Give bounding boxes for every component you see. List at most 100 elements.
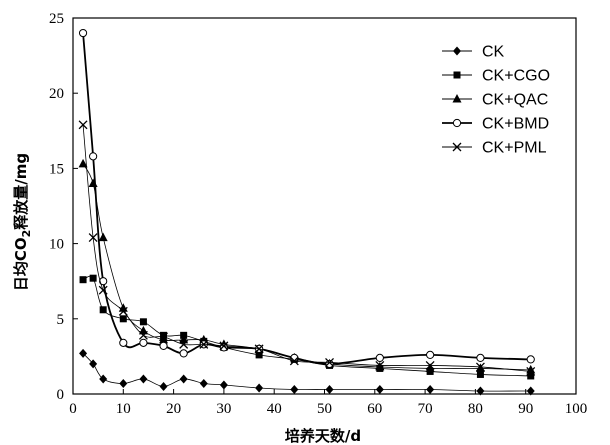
data-point-ck-cgo	[527, 372, 535, 380]
legend-label-ck-bmd: CK+BMD	[482, 116, 549, 133]
legend-label-ck: CK	[482, 44, 505, 61]
legend-marker-ck-pml	[452, 142, 462, 152]
legend-marker-ck-cgo	[453, 71, 461, 79]
legend: CK CK+CGO CK+QAC CK+BMD CK+PML	[442, 44, 550, 157]
data-point-ck-pml	[118, 306, 128, 316]
data-point-ck-pml	[88, 233, 98, 243]
data-point-ck-pml	[179, 339, 189, 349]
y-tick-label: 5	[57, 312, 65, 328]
data-point-ck	[139, 374, 148, 384]
data-point-ck	[526, 386, 535, 396]
data-point-ck-pml	[475, 362, 485, 372]
series-ck-cgo	[79, 274, 535, 380]
data-point-ck-pml	[199, 339, 209, 349]
data-point-ck-pml	[289, 356, 299, 366]
series-ck-pml	[78, 120, 536, 376]
x-tick-label: 60	[367, 401, 382, 417]
data-point-ck-pml	[526, 366, 536, 376]
data-point-ck	[199, 378, 208, 388]
data-point-ck-pml	[219, 341, 229, 351]
data-point-ck-qac	[78, 158, 88, 168]
data-point-ck-bmd	[325, 359, 334, 369]
x-tick-label: 20	[166, 401, 181, 417]
legend-item-ck-cgo: CK+CGO	[442, 68, 550, 85]
y-tick-label: 0	[57, 387, 65, 403]
data-point-ck	[159, 381, 168, 391]
legend-label-ck-qac: CK+QAC	[482, 92, 548, 109]
series-line-ck-qac	[82, 163, 531, 371]
data-point-ck-bmd	[159, 341, 168, 350]
data-point-ck-bmd	[426, 350, 435, 359]
legend-label-ck-pml: CK+PML	[482, 140, 547, 157]
data-point-ck-pml	[159, 332, 168, 342]
y-axis-title-unit: 释放量/mg	[12, 153, 30, 230]
data-point-ck	[79, 348, 88, 358]
legend-marker-ck-qac	[452, 94, 462, 103]
x-axis-title: 培养天数/d	[285, 427, 361, 445]
data-point-ck-bmd	[476, 353, 485, 363]
data-point-ck	[325, 384, 334, 394]
x-tick-label: 70	[418, 401, 433, 417]
data-point-ck-bmd	[179, 349, 188, 358]
x-tick-label: 50	[317, 401, 332, 417]
series-line-ck-bmd	[82, 32, 531, 365]
data-point-ck	[219, 380, 228, 390]
data-point-ck-qac	[88, 178, 98, 187]
data-point-ck	[476, 386, 485, 396]
y-tick-label: 10	[49, 237, 64, 253]
x-axis: 0 10 20 30 40 50 60 70 80 90 100	[69, 389, 587, 417]
y-axis: 0 5 10 15 20 25	[49, 11, 78, 403]
data-point-ck	[426, 384, 435, 394]
legend-label-ck-cgo: CK+CGO	[482, 68, 550, 85]
y-tick-label: 25	[49, 11, 64, 27]
legend-marker-ck	[453, 46, 461, 56]
data-point-ck	[179, 374, 188, 384]
data-point-ck	[89, 359, 98, 369]
data-point-ck-cgo	[89, 274, 97, 282]
data-point-ck-pml	[254, 344, 264, 354]
data-point-ck	[119, 378, 128, 388]
data-point-ck-bmd	[99, 277, 108, 286]
data-point-ck-pml	[78, 120, 88, 130]
y-axis-title-subscript: 2	[20, 230, 33, 238]
legend-item-ck: CK	[442, 44, 505, 61]
series-line-ck	[82, 353, 531, 392]
data-point-ck	[290, 384, 299, 394]
series-layer	[78, 28, 536, 396]
x-tick-label: 80	[468, 401, 483, 417]
data-point-ck-pml	[98, 285, 108, 295]
data-point-ck-bmd	[219, 343, 228, 352]
data-point-ck-cgo	[139, 318, 147, 326]
data-point-ck-bmd	[89, 152, 98, 161]
series-line-ck-pml	[82, 124, 531, 372]
legend-marker-ck-bmd	[452, 118, 462, 128]
data-point-ck-cgo	[79, 276, 87, 284]
data-point-ck	[99, 374, 108, 384]
data-point-ck-pml	[425, 360, 435, 370]
data-point-ck-bmd	[139, 338, 148, 347]
y-tick-label: 20	[49, 86, 64, 102]
y-axis-title-main: 日均CO	[12, 237, 30, 291]
x-tick-label: 0	[69, 401, 77, 417]
data-point-ck-pml	[138, 330, 148, 340]
legend-item-ck-qac: CK+QAC	[442, 92, 548, 109]
x-tick-label: 40	[267, 401, 282, 417]
data-point-ck-cgo	[119, 315, 127, 323]
x-tick-label: 100	[565, 401, 588, 417]
x-tick-label: 90	[518, 401, 533, 417]
data-point-ck-qac	[425, 363, 435, 372]
data-point-ck	[375, 384, 384, 394]
series-ck-bmd	[78, 28, 535, 369]
data-point-ck-cgo	[99, 306, 107, 314]
series-ck	[79, 348, 535, 396]
data-point-ck-bmd	[119, 338, 128, 347]
data-point-ck-bmd	[526, 355, 535, 364]
legend-item-ck-bmd: CK+BMD	[442, 116, 549, 133]
data-point-ck-pml	[325, 357, 334, 367]
y-tick-label: 15	[49, 161, 64, 177]
data-point-ck	[255, 383, 264, 393]
data-point-ck-bmd	[78, 28, 88, 38]
data-point-ck-qac	[98, 232, 108, 242]
data-point-ck-cgo	[255, 351, 263, 359]
